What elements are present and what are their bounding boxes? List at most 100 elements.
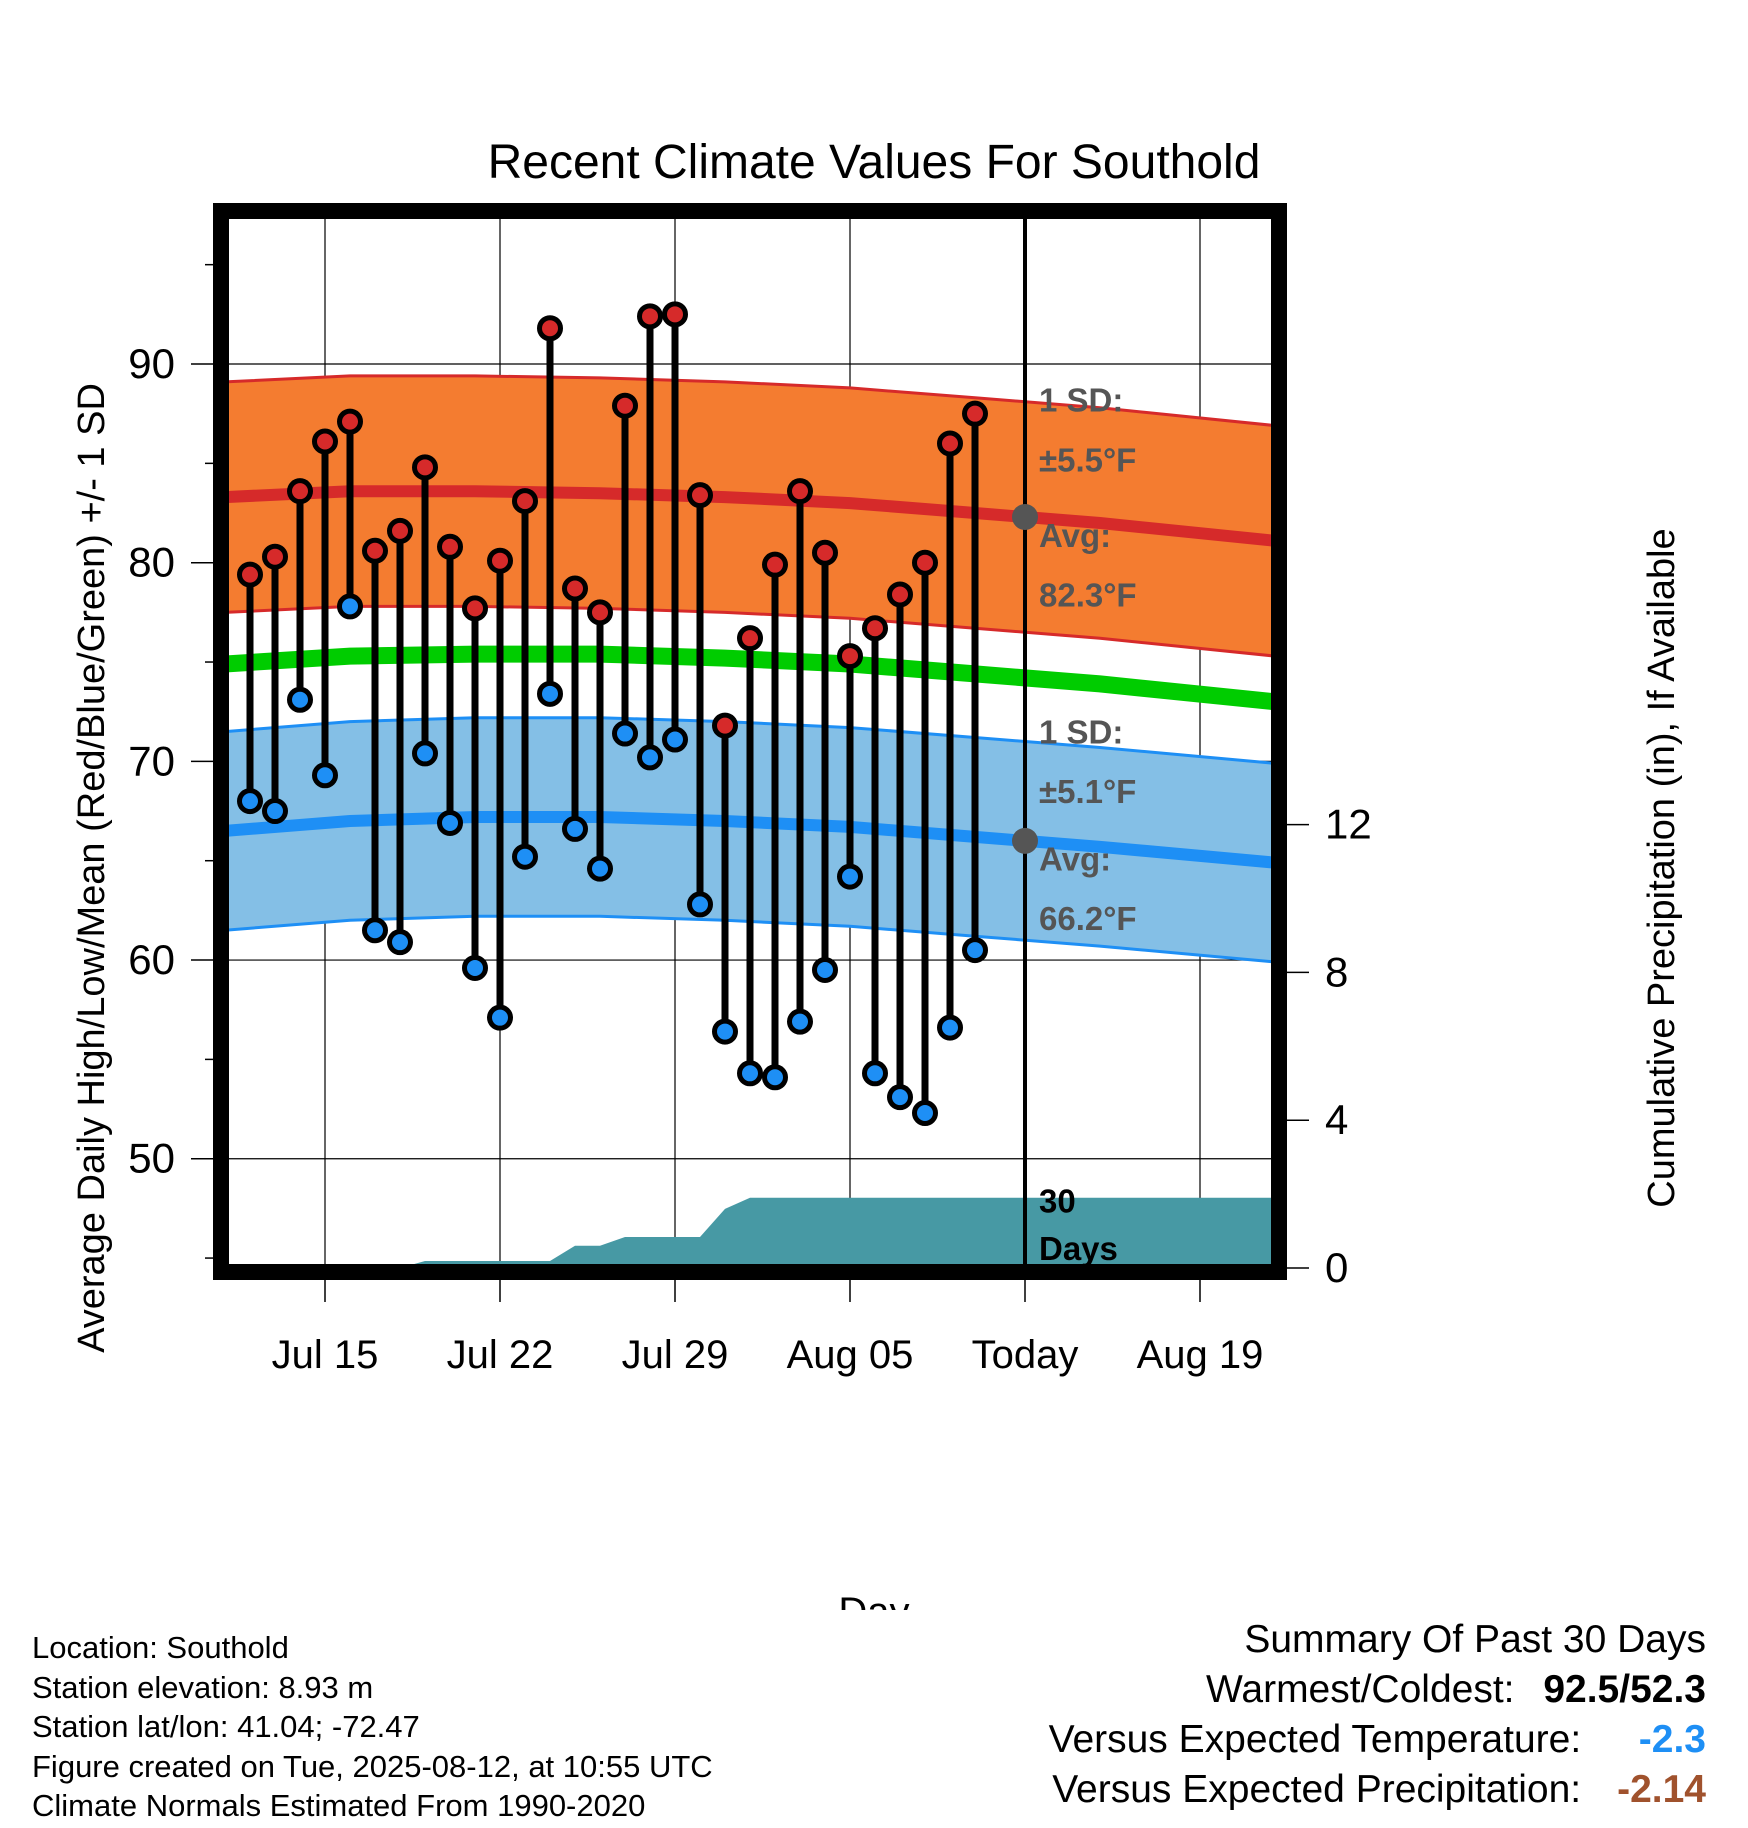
daily-high-point (512, 488, 538, 515)
daily-low-point (862, 1060, 888, 1087)
high-sd-band (225, 375, 1275, 657)
warmest-coldest-label: Warmest/Coldest: (1206, 1668, 1515, 1711)
daily-high-point (687, 482, 713, 509)
mean-line (225, 645, 1275, 711)
daily-high-point (462, 595, 488, 622)
y-tick-label: 90 (128, 340, 175, 387)
y-tick-label: 80 (128, 539, 175, 586)
annotation-line2: Days (1039, 1230, 1118, 1267)
high-upper-edge (225, 374, 1275, 428)
warmest-value: 92.5 (1543, 1668, 1620, 1711)
daily-low-point (462, 954, 488, 981)
daily-high-point (787, 478, 813, 505)
daily-low-point (687, 891, 713, 918)
daily-high-point (812, 539, 838, 566)
annotation-line1: 1 SD: (1039, 382, 1123, 419)
daily-low-point (412, 740, 438, 767)
climate-chart: Recent Climate Values For Southold 1 SD:… (71, 136, 1683, 1610)
normals-text: Climate Normals Estimated From 1990-2020 (32, 1788, 646, 1823)
y-tick-label: 50 (128, 1135, 175, 1182)
daily-low-point (637, 744, 663, 771)
daily-high-point (237, 561, 263, 588)
daily-low-point (912, 1100, 938, 1127)
daily-low-point (787, 1008, 813, 1035)
daily-low-point (287, 686, 313, 713)
annotation-line1: Avg: (1039, 841, 1111, 878)
daily-high-point (712, 712, 738, 739)
precip-departure-label: Versus Expected Precipitation: (1052, 1768, 1582, 1811)
daily-high-point (587, 599, 613, 626)
temp-departure-value: -2.3 (1638, 1718, 1706, 1761)
annotation-line1: 30 (1039, 1182, 1076, 1219)
daily-low-point (237, 788, 263, 815)
daily-low-point (312, 762, 338, 789)
y-right-tick-label: 0 (1325, 1244, 1348, 1291)
daily-high-point (387, 517, 413, 544)
daily-low-point (562, 815, 588, 842)
daily-high-point (362, 537, 388, 564)
y-tick-label: 70 (128, 737, 175, 784)
daily-high-point (262, 543, 288, 570)
daily-high-point (487, 547, 513, 574)
plot-frame (213, 203, 1287, 1280)
y-axis-label: Average Daily High/Low/Mean (Red/Blue/Gr… (71, 383, 113, 1353)
daily-high-point (562, 575, 588, 602)
daily-high-point (312, 428, 338, 455)
warmest-coldest-row: Warmest/Coldest: 92.5/52.3 (1049, 1665, 1706, 1715)
daily-high-point (887, 581, 913, 608)
daily-low-point (387, 929, 413, 956)
daily-low-point (837, 863, 863, 890)
daily-low-point (587, 855, 613, 882)
daily-low-point (437, 809, 463, 836)
elevation-text: Station elevation: 8.93 m (32, 1669, 374, 1705)
daily-high-point (412, 454, 438, 481)
annotation-line1: Avg: (1039, 517, 1111, 554)
latlon-text: Station lat/lon: 41.04; -72.47 (32, 1709, 420, 1744)
daily-low-point (762, 1064, 788, 1091)
x-tick-label: Jul 29 (622, 1333, 729, 1377)
annotation-line1: 1 SD: (1039, 713, 1123, 750)
daily-high-point (837, 643, 863, 670)
warmest-coldest-value: 92.5/52.3 (1543, 1665, 1706, 1715)
daily-high-point (662, 301, 688, 328)
precip-departure-value: -2.14 (1617, 1768, 1706, 1811)
daily-high-point (762, 551, 788, 578)
precip-area (225, 1197, 1275, 1268)
daily-high-point (862, 615, 888, 642)
daily-low-point (712, 1018, 738, 1045)
high-avg-today-marker (1012, 503, 1038, 530)
daily-high-point (537, 315, 563, 342)
station-info: Location: Southold Station elevation: 8.… (32, 1628, 713, 1826)
low-avg-today-marker (1012, 827, 1038, 854)
created-text: Figure created on Tue, 2025-08-12, at 10… (32, 1748, 713, 1784)
value-separator: / (1619, 1668, 1631, 1711)
daily-low-point (362, 917, 388, 944)
daily-low-point (662, 726, 688, 753)
annotation-line2: ±5.1°F (1039, 773, 1136, 810)
chart-title: Recent Climate Values For Southold (488, 136, 1261, 189)
daily-high-point (437, 533, 463, 560)
x-tick-label: Jul 15 (272, 1333, 379, 1377)
daily-low-point (737, 1060, 763, 1087)
high-lower-edge (225, 604, 1275, 658)
summary-title: Summary Of Past 30 Days (1244, 1618, 1706, 1661)
high-average-line (225, 485, 1275, 547)
daily-low-point (887, 1084, 913, 1111)
annotation-line2: 66.2°F (1039, 900, 1137, 937)
daily-high-point (637, 303, 663, 330)
annotation-line2: ±5.5°F (1039, 441, 1136, 478)
daily-low-point (512, 843, 538, 870)
daily-high-point (912, 549, 938, 576)
y-right-tick-label: 12 (1325, 801, 1372, 848)
daily-low-point (962, 937, 988, 964)
x-tick-label: Today (972, 1333, 1079, 1377)
precip-departure-row: Versus Expected Precipitation: -2.14 (1049, 1765, 1706, 1815)
plot-area: 1 SD: ±5.5°F Avg: 82.3°F 1 SD: ±5.1°F Avg: 66.2… (128, 203, 1372, 1377)
daily-low-point (337, 593, 363, 620)
daily-low-point (537, 680, 563, 707)
temp-departure-row: Versus Expected Temperature: -2.3 (1049, 1715, 1706, 1765)
annotation-line2: 82.3°F (1039, 576, 1137, 613)
y-axis-label-right: Cumulative Precipitation (in), If Availa… (1641, 528, 1683, 1207)
temp-departure-label: Versus Expected Temperature: (1048, 1718, 1582, 1761)
summary-panel: Summary Of Past 30 Days Warmest/Coldest:… (1049, 1615, 1706, 1815)
